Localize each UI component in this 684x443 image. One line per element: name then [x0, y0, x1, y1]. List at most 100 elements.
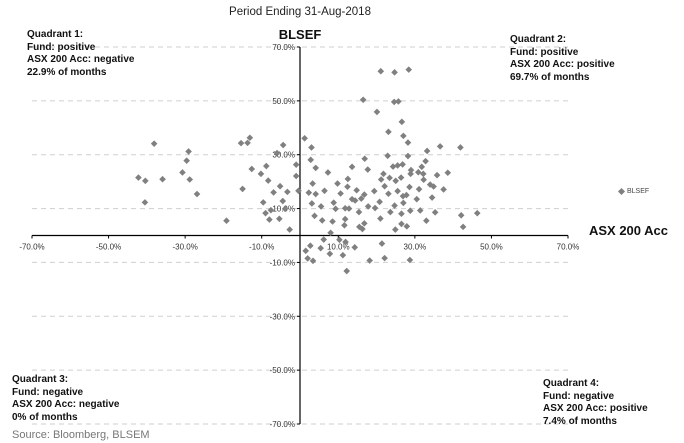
data-point	[246, 134, 254, 142]
data-point	[430, 183, 437, 190]
y-axis-title: BLSEF	[279, 27, 322, 42]
data-point	[248, 165, 256, 173]
data-point	[400, 199, 407, 207]
data-point	[391, 202, 398, 209]
data-point	[377, 67, 385, 75]
data-point	[403, 223, 411, 230]
x-tick-label: -70.0%	[19, 243, 44, 252]
data-point	[329, 218, 336, 225]
data-point	[317, 244, 324, 252]
data-point	[385, 128, 392, 136]
data-point	[473, 209, 481, 217]
quadrant-2-share: 69.7% of months	[510, 71, 590, 83]
y-tick-label: -30.0%	[270, 312, 295, 321]
data-point	[337, 190, 344, 197]
data-point	[377, 176, 385, 183]
data-point	[334, 180, 341, 187]
data-point	[332, 205, 339, 213]
data-point	[351, 244, 359, 251]
data-point	[426, 181, 434, 188]
x-tick-label: -50.0%	[96, 243, 121, 252]
data-point	[336, 236, 343, 244]
data-point	[431, 209, 439, 216]
legend-diamond-swatch	[617, 187, 626, 196]
data-point	[279, 197, 287, 205]
data-point	[344, 175, 352, 183]
chart-title: Period Ending 31-Aug-2018	[229, 6, 371, 18]
data-point	[370, 187, 378, 195]
data-point	[327, 229, 334, 237]
data-point	[377, 215, 384, 222]
data-point	[308, 200, 316, 207]
data-point	[320, 236, 328, 243]
data-point	[263, 162, 270, 170]
data-point	[415, 168, 422, 176]
data-point	[185, 148, 192, 155]
data-point	[457, 212, 465, 219]
data-point	[159, 175, 166, 183]
data-point	[342, 238, 349, 246]
data-point	[341, 221, 348, 229]
quadrant-4-index: ASX 200 Acc: positive	[543, 403, 648, 414]
quadrant-2-fund: Fund: positive	[510, 46, 579, 58]
data-point	[351, 197, 359, 204]
data-point	[276, 182, 284, 190]
data-point	[361, 191, 368, 198]
data-point	[419, 170, 427, 178]
data-point	[317, 203, 325, 210]
quadrant-3-fund: Fund: negative	[12, 386, 84, 398]
quadrant-1-index: ASX 200 Acc: negative	[27, 54, 135, 65]
data-point	[186, 176, 194, 183]
data-point	[364, 203, 372, 210]
quadrant-4-note: Quadrant 4: Fund: negative ASX 200 Acc: …	[543, 378, 648, 428]
quadrant-2-index: ASX 200 Acc: positive	[510, 59, 615, 70]
data-point	[286, 226, 293, 233]
data-point	[440, 186, 447, 193]
data-point	[309, 257, 317, 265]
data-point	[406, 256, 414, 264]
data-point	[415, 185, 423, 193]
quadrant-1-heading: Quadrant 1:	[27, 29, 84, 40]
data-point	[398, 220, 405, 228]
quadrant-2-note: Quadrant 2: Fund: positive ASX 200 Acc: …	[510, 34, 615, 84]
y-tick-label: -10.0%	[270, 258, 295, 267]
data-point	[394, 162, 401, 169]
quadrant-4-heading: Quadrant 4:	[543, 378, 600, 389]
quadrant-1-fund: Fund: positive	[27, 41, 96, 53]
data-point	[373, 108, 381, 116]
data-point	[301, 134, 308, 142]
data-point	[359, 96, 367, 104]
data-point	[416, 207, 424, 214]
data-point	[428, 194, 436, 201]
data-point	[380, 170, 387, 178]
data-point	[244, 139, 251, 147]
data-point	[371, 204, 379, 212]
data-point	[345, 205, 353, 212]
data-point	[406, 207, 414, 215]
y-tick-label: 30.0%	[272, 151, 295, 160]
legend-label: BLSEF	[627, 188, 650, 195]
data-point	[307, 156, 315, 164]
data-point	[259, 199, 267, 206]
x-axis-title: ASX 200 Acc	[589, 223, 668, 238]
data-point	[392, 177, 400, 185]
data-point	[357, 195, 365, 202]
quadrant-3-share: 0% of months	[12, 411, 78, 423]
data-point	[403, 191, 410, 199]
source-note: Source: Bloomberg, BLSEM	[12, 429, 150, 441]
data-point	[292, 161, 300, 168]
data-point	[348, 195, 356, 203]
data-point	[270, 189, 277, 196]
data-point	[398, 118, 406, 126]
quadrant-3-index: ASX 200 Acc: negative	[12, 399, 120, 410]
x-tick-label: -30.0%	[172, 243, 197, 252]
quadrant-1-note: Quadrant 1: Fund: positive ASX 200 Acc: …	[27, 29, 134, 79]
x-tick-label: 70.0%	[557, 243, 580, 252]
data-point	[457, 144, 464, 151]
data-point	[344, 183, 351, 191]
data-point	[308, 144, 315, 151]
data-point	[407, 170, 414, 178]
x-tick-label: 10.0%	[327, 243, 350, 252]
data-point	[295, 187, 302, 195]
data-point	[150, 140, 158, 147]
